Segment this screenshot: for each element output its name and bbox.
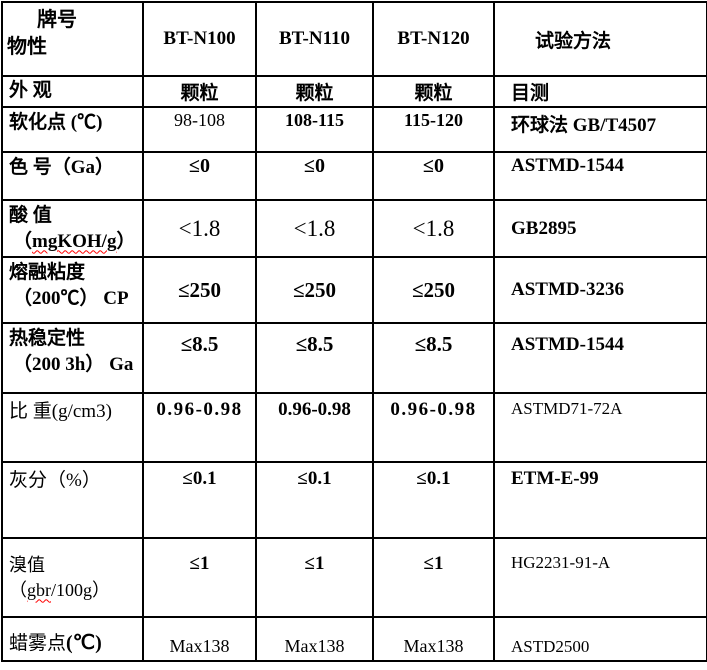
- value-cell: ≤8.5: [142, 322, 257, 395]
- property-label: 灰分（%）: [1, 461, 144, 540]
- method-cell: ASTMD-1544: [493, 151, 707, 201]
- property-label: 蜡雾点(℃): [1, 616, 144, 663]
- property-label-line1: 熔融粘度: [9, 262, 86, 284]
- value-cell: 115-120: [372, 106, 495, 153]
- property-label: 溴值（gbr/100g）: [1, 537, 144, 619]
- value-cell: 颗粒: [142, 75, 257, 108]
- method-cell: HG2231-91-A: [493, 537, 707, 619]
- value-cell: 0.96-0.98: [372, 392, 495, 464]
- column-header-btn100: BT-N100: [142, 1, 257, 77]
- method-cell: 目测: [493, 75, 707, 108]
- table-row-ash-content: 灰分（%） ≤0.1 ≤0.1 ≤0.1 ETM-E-99: [1, 461, 707, 540]
- value-cell: ≤8.5: [372, 322, 495, 395]
- method-cell: 环球法 GB/T4507: [493, 106, 707, 153]
- value-cell: 0.96-0.98: [255, 392, 374, 464]
- table-row-thermal-stability: 热稳定性 （200 3h） Ga ≤8.5 ≤8.5 ≤8.5 ASTMD-15…: [1, 322, 707, 395]
- table-row-wax-cloud-point: 蜡雾点(℃) Max138 Max138 Max138 ASTD2500: [1, 616, 707, 663]
- value-cell: ≤250: [372, 256, 495, 325]
- value-cell: ≤0.1: [142, 461, 257, 540]
- value-cell: Max138: [142, 616, 257, 663]
- property-label-line1: 酸 值: [9, 205, 52, 226]
- property-label: 比 重(g/cm3): [1, 392, 144, 464]
- method-cell: ASTMD71-72A: [493, 392, 707, 464]
- value-cell: 颗粒: [372, 75, 495, 108]
- table-row-melt-viscosity: 熔融粘度 （200℃） CP ≤250 ≤250 ≤250 ASTMD-3236: [1, 256, 707, 325]
- property-label: 熔融粘度 （200℃） CP: [1, 256, 144, 325]
- property-label-line2: （200 3h） Ga: [13, 353, 134, 375]
- value-cell: ≤0: [255, 151, 374, 201]
- spellcheck-squiggle: mgKOH/g: [32, 230, 117, 252]
- property-label: 热稳定性 （200 3h） Ga: [1, 322, 144, 395]
- value-cell: 98-108: [142, 106, 257, 153]
- value-cell: 108-115: [255, 106, 374, 153]
- property-label-line2: （mgKOH/g）: [13, 230, 136, 252]
- property-label: 软化点 (℃): [1, 106, 144, 153]
- table-row-appearance: 外 观 颗粒 颗粒 颗粒 目测: [1, 75, 707, 108]
- value-cell: ≤8.5: [255, 322, 374, 395]
- property-label: 色 号（Ga）: [1, 151, 144, 201]
- method-cell: ASTD2500: [493, 616, 707, 663]
- value-cell: <1.8: [142, 198, 257, 259]
- table-row-softening-point: 软化点 (℃) 98-108 108-115 115-120 环球法 GB/T4…: [1, 106, 707, 153]
- value-cell: <1.8: [255, 198, 374, 259]
- table-row-color-number: 色 号（Ga） ≤0 ≤0 ≤0 ASTMD-1544: [1, 151, 707, 201]
- property-label: 酸 值 （mgKOH/g）: [1, 198, 144, 259]
- column-header-test-method: 试验方法: [493, 1, 707, 77]
- corner-label-brand: 牌号: [37, 9, 77, 31]
- property-label: 外 观: [1, 75, 144, 108]
- value-cell: ≤0.1: [372, 461, 495, 540]
- value-cell: 0.96-0.98: [142, 392, 257, 464]
- property-label-line2: （200℃） CP: [13, 287, 129, 309]
- value-cell: ≤1: [255, 537, 374, 619]
- method-cell: ASTMD-3236: [493, 256, 707, 325]
- value-cell: ≤0: [372, 151, 495, 201]
- value-cell: ≤0.1: [255, 461, 374, 540]
- value-cell: ≤1: [142, 537, 257, 619]
- spellcheck-squiggle: gbr: [27, 579, 51, 600]
- value-cell: ≤250: [255, 256, 374, 325]
- column-header-btn120: BT-N120: [372, 1, 495, 77]
- value-cell: <1.8: [372, 198, 495, 259]
- property-label-suffix: (℃): [66, 632, 102, 655]
- corner-label-property: 物性: [7, 36, 47, 58]
- method-cell: ASTMD-1544: [493, 322, 707, 395]
- value-cell: ≤250: [142, 256, 257, 325]
- value-cell: Max138: [255, 616, 374, 663]
- value-cell: 颗粒: [255, 75, 374, 108]
- table-header-row: 牌号 物性 BT-N100 BT-N110 BT-N120 试验方法: [1, 1, 707, 77]
- value-cell: Max138: [372, 616, 495, 663]
- corner-cell: 牌号 物性: [1, 1, 144, 77]
- column-header-btn110: BT-N110: [255, 1, 374, 77]
- table-row-density: 比 重(g/cm3) 0.96-0.98 0.96-0.98 0.96-0.98…: [1, 392, 707, 464]
- method-cell: ETM-E-99: [493, 461, 707, 540]
- method-cell: GB2895: [493, 198, 707, 259]
- property-label-line1: 热稳定性: [9, 328, 86, 350]
- table-row-acid-value: 酸 值 （mgKOH/g） <1.8 <1.8 <1.8 GB2895: [1, 198, 707, 259]
- table-row-bromine-value: 溴值（gbr/100g） ≤1 ≤1 ≤1 HG2231-91-A: [1, 537, 707, 619]
- value-cell: ≤0: [142, 151, 257, 201]
- value-cell: ≤1: [372, 537, 495, 619]
